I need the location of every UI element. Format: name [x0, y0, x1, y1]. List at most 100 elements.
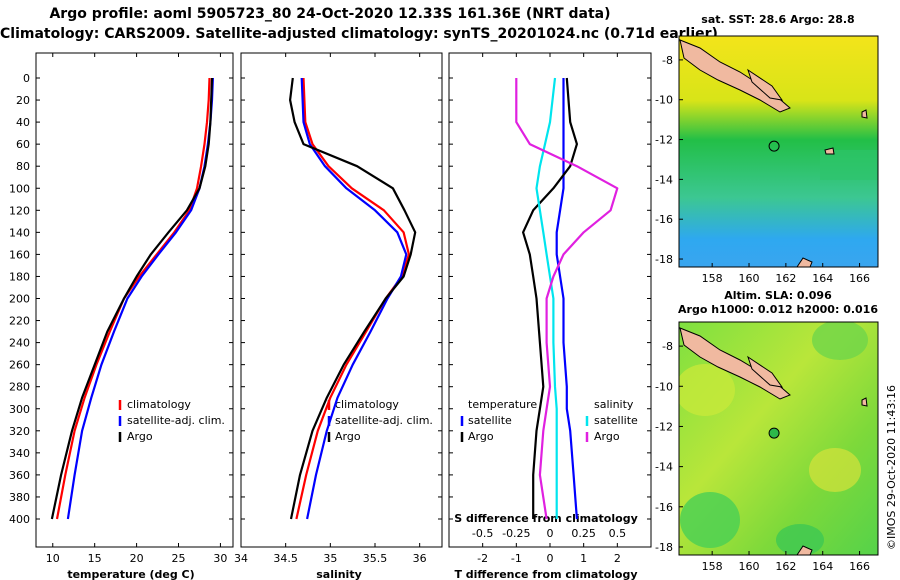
- temperature-xtick-label: 20: [130, 552, 144, 565]
- map-xtick-label: 160: [739, 560, 760, 573]
- salinity-xtick-label: 35: [323, 552, 337, 565]
- sla-blob-5: [776, 524, 824, 555]
- map-xtick-label: 164: [812, 272, 833, 285]
- salinity-xtick-label: 34: [234, 552, 248, 565]
- legend-label-sal-argo: Argo: [594, 430, 620, 443]
- salinity-legend: climatology satellite-adj. clim. Argo: [327, 398, 433, 443]
- island-chain-2: [679, 327, 791, 400]
- map-xtick-label: 160: [739, 272, 760, 285]
- map-xtick-label: 162: [775, 560, 796, 573]
- temperature-xtick-label: 30: [213, 552, 227, 565]
- sst-map-title: sat. SST: 28.6 Argo: 28.8: [701, 13, 854, 26]
- temperature-series-argo: [50, 77, 214, 520]
- map-ytick-label: -8: [662, 340, 673, 353]
- depth-tick-label: 60: [16, 138, 30, 151]
- salinity-series-climatology: [295, 77, 410, 520]
- legend-label-temp-argo: Argo: [468, 430, 494, 443]
- argo-location-marker: [768, 140, 780, 152]
- legend-label-climatology: climatology: [127, 398, 191, 411]
- map-xtick-label: 164: [812, 560, 833, 573]
- depth-tick-label: 360: [9, 469, 30, 482]
- secondary-xtick-label: 0.25: [571, 527, 596, 540]
- map-xtick-label: 162: [775, 272, 796, 285]
- depth-tick-label: 140: [9, 226, 30, 239]
- sst-patch: [820, 150, 878, 180]
- legend-label-argo: Argo: [127, 430, 153, 443]
- difference-xtick-label: 1: [580, 552, 587, 565]
- island-east-2: [861, 397, 868, 407]
- depth-tick-label: 180: [9, 270, 30, 283]
- secondary-xtick-label: 0: [547, 527, 554, 540]
- sst-map-frame: [678, 35, 879, 268]
- difference-legend: temperature salinity satellite Argo sate…: [460, 398, 638, 443]
- depth-tick-label: 220: [9, 315, 30, 328]
- difference-xtick-label: -2: [477, 552, 488, 565]
- salinity-xtick-label: 36: [413, 552, 427, 565]
- temperature-xlabel: temperature (deg C): [67, 568, 194, 580]
- map-xtick-label: 166: [849, 272, 870, 285]
- depth-tick-label: 380: [9, 491, 30, 504]
- map-xtick-label: 158: [702, 272, 723, 285]
- depth-tick-label: 280: [9, 381, 30, 394]
- legend-label-temp-satellite: satellite: [468, 414, 512, 427]
- map-ytick-label: -16: [655, 501, 673, 514]
- depth-tick-label: 300: [9, 403, 30, 416]
- map-ytick-label: -18: [655, 541, 673, 554]
- map-ytick-label: -12: [655, 420, 673, 433]
- map-ytick-label: -18: [655, 253, 673, 266]
- map-xtick-label: 158: [702, 560, 723, 573]
- map-ytick-label: -10: [655, 380, 673, 393]
- watermark: ©IMOS 29-Oct-2020 11:43:16: [885, 385, 898, 550]
- sla-map: [679, 322, 878, 555]
- sla-blob-3: [680, 492, 740, 548]
- sla-blob-2: [812, 322, 868, 360]
- island-south-2: [796, 545, 813, 555]
- island-malaita-2: [747, 355, 784, 388]
- difference-series-temperature-argo: [521, 77, 579, 519]
- secondary-xtick-label: -0.5: [472, 527, 493, 540]
- salinity-xtick-label: 35.5: [363, 552, 388, 565]
- legend-label-satellite-sal: satellite-adj. clim.: [335, 414, 433, 427]
- depth-tick-label: 0: [23, 72, 30, 85]
- difference-series-salinity-satellite: [535, 77, 558, 519]
- depth-tick-label: 80: [16, 160, 30, 173]
- depth-tick-label: 20: [16, 94, 30, 107]
- salinity-series-argo: [289, 77, 417, 520]
- island-chain: [679, 39, 791, 113]
- difference-xlabel: T difference from climatology: [454, 568, 637, 580]
- sla-map-title: Argo h1000: 0.012 h2000: 0.016: [678, 303, 878, 316]
- temperature-panel: [35, 52, 234, 548]
- depth-tick-label: 400: [9, 513, 30, 526]
- depth-tick-label: 240: [9, 337, 30, 350]
- salinity-panel: [240, 52, 443, 548]
- sst-map: [679, 36, 878, 267]
- map-ytick-label: -8: [662, 54, 673, 67]
- legend-label-sal-satellite: satellite: [594, 414, 638, 427]
- salinity-series-satellite-adj-clim-: [300, 77, 408, 520]
- salinity-xtick-label: 34.5: [273, 552, 298, 565]
- island-small: [824, 147, 835, 155]
- map-ytick-label: -10: [655, 94, 673, 107]
- figure-title-line2: Climatology: CARS2009. Satellite-adjuste…: [0, 26, 718, 42]
- sla-map-frame: [678, 321, 879, 556]
- island-south: [796, 257, 813, 267]
- depth-tick-label: 100: [9, 182, 30, 195]
- depth-tick-label: 200: [9, 293, 30, 306]
- legend-label-climatology-sal: climatology: [335, 398, 399, 411]
- legend-label-argo-sal: Argo: [335, 430, 361, 443]
- map-ytick-label: -16: [655, 213, 673, 226]
- secondary-xtick-label: -0.25: [502, 527, 530, 540]
- legend-label-satellite: satellite-adj. clim.: [127, 414, 225, 427]
- temperature-legend: climatology satellite-adj. clim. Argo: [118, 398, 225, 443]
- legend-header-temperature: temperature: [468, 398, 537, 411]
- depth-tick-label: 40: [16, 116, 30, 129]
- sla-blob-1: [679, 364, 735, 416]
- depth-tick-label: 160: [9, 248, 30, 261]
- difference-xtick-label: 2: [614, 552, 621, 565]
- sla-map-subtitle: Altim. SLA: 0.096: [724, 289, 832, 302]
- salinity-xlabel: salinity: [316, 568, 362, 580]
- figure-title-line1: Argo profile: aoml 5905723_80 24-Oct-202…: [49, 6, 611, 22]
- island-malaita: [747, 68, 784, 101]
